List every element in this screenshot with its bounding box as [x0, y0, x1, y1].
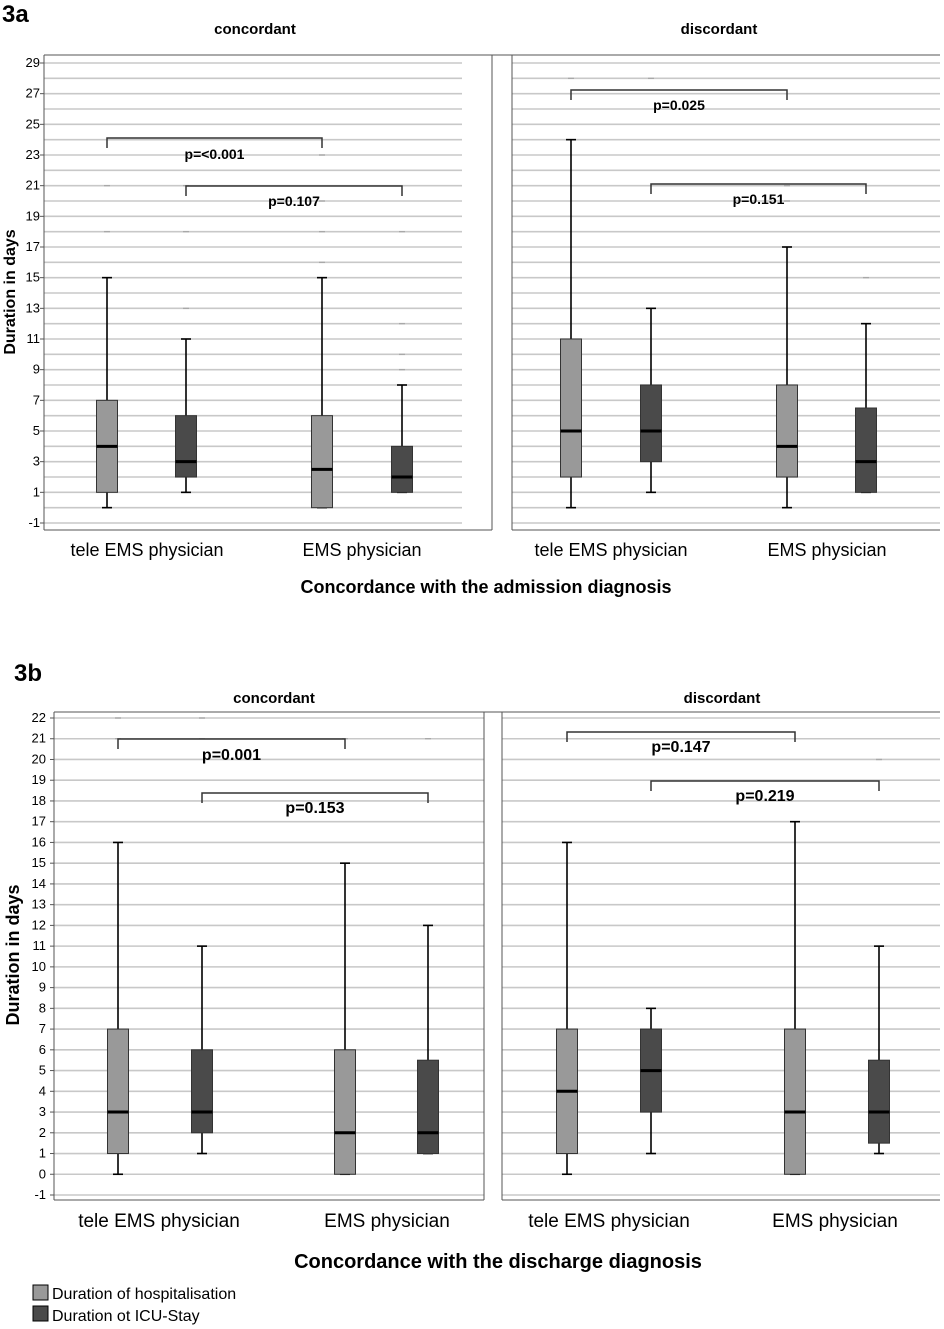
- box-3b-discordant-ems-hospitalisation: [784, 1028, 806, 1175]
- y-tick-label-3b-15: 15: [32, 855, 46, 870]
- x-axis-title-3b: Concordance with the discharge diagnosis: [294, 1251, 702, 1273]
- category-label-3b-concordant-ems: EMS physician: [324, 1211, 450, 1232]
- x-axis-title-3a: Concordance with the admission diagnosis: [300, 577, 671, 597]
- p-value-label-3a-concordant-0: p=<0.001: [185, 146, 245, 162]
- y-tick-label-3b--1: -1: [34, 1187, 46, 1202]
- significance-bracket-3b-discordant-1: [650, 780, 880, 791]
- box-3a-discordant-ems-hospitalisation: [776, 384, 798, 478]
- legend: Duration of hospitalisation Duration ot …: [32, 1284, 236, 1325]
- y-tick-label-3a-5: 5: [33, 423, 40, 438]
- box-3b-concordant-ems-icu: [417, 1059, 439, 1155]
- y-tick-label-3a-21: 21: [26, 178, 40, 193]
- y-tick-label-3a-27: 27: [26, 86, 40, 101]
- p-value-label-3b-concordant-1: p=0.153: [285, 800, 344, 817]
- y-tick-label-3b-12: 12: [32, 917, 46, 932]
- box-3a-discordant-tele-hospitalisation: [560, 338, 582, 478]
- box-3a-discordant-tele-icu: [640, 384, 662, 463]
- p-value-label-3a-concordant-1: p=0.107: [268, 193, 320, 209]
- facet-title-3a-discordant: discordant: [681, 21, 758, 38]
- p-value-label-3b-discordant-1: p=0.219: [735, 788, 794, 805]
- y-axis-title-3b: Duration in days: [3, 884, 23, 1025]
- y-tick-label-3b-9: 9: [39, 980, 46, 995]
- y-tick-label-3a-17: 17: [26, 239, 40, 254]
- p-value-label-3a-discordant-0: p=0.025: [653, 97, 705, 113]
- y-tick-label-3a-25: 25: [26, 116, 40, 131]
- y-tick-label-3b-8: 8: [39, 1000, 46, 1015]
- y-tick-label-3b-13: 13: [32, 897, 46, 912]
- significance-bracket-3a-discordant-1: [650, 183, 867, 194]
- y-tick-label-3b-7: 7: [39, 1021, 46, 1036]
- y-tick-label-3b-20: 20: [32, 751, 46, 766]
- box-3b-concordant-tele-hospitalisation: [107, 1028, 129, 1155]
- facet-title-3b-discordant: discordant: [684, 690, 761, 707]
- y-tick-label-3b-0: 0: [39, 1166, 46, 1181]
- significance-bracket-3b-concordant-1: [201, 792, 429, 803]
- box-3b-concordant-ems-hospitalisation: [334, 1049, 356, 1175]
- y-axis-title-3a: Duration in days: [2, 229, 19, 354]
- panel-label-3b: 3b: [14, 660, 42, 687]
- p-value-label-3a-discordant-1: p=0.151: [733, 191, 785, 207]
- category-label-3a-discordant-tele: tele EMS physician: [534, 540, 687, 560]
- legend-label-hospitalisation: Duration of hospitalisation: [52, 1286, 236, 1303]
- y-tick-label-3b-5: 5: [39, 1063, 46, 1078]
- y-tick-label-3b-19: 19: [32, 772, 46, 787]
- facet-title-3a-concordant: concordant: [214, 21, 296, 38]
- y-tick-label-3a-13: 13: [26, 300, 40, 315]
- y-tick-label-3a-7: 7: [33, 392, 40, 407]
- y-tick-label-3b-11: 11: [33, 938, 47, 953]
- y-tick-label-3b-10: 10: [32, 959, 46, 974]
- y-tick-label-3a-19: 19: [26, 208, 40, 223]
- category-label-3b-concordant-tele: tele EMS physician: [78, 1211, 240, 1232]
- category-label-3a-concordant-ems: EMS physician: [302, 540, 421, 560]
- p-value-label-3b-discordant-0: p=0.147: [651, 739, 710, 756]
- y-tick-label-3b-17: 17: [32, 814, 46, 829]
- significance-bracket-3a-concordant-0: [106, 137, 323, 148]
- y-tick-label-3b-21: 21: [32, 731, 46, 746]
- legend-swatch-icu: [32, 1305, 49, 1322]
- y-tick-label-3b-14: 14: [32, 876, 46, 891]
- significance-bracket-3a-discordant-0: [570, 89, 788, 100]
- p-value-label-3b-concordant-0: p=0.001: [202, 747, 261, 764]
- box-3b-concordant-tele-icu: [191, 1049, 213, 1134]
- box-3a-concordant-ems-hospitalisation: [311, 415, 333, 509]
- panel-label-3a: 3a: [2, 1, 29, 28]
- y-tick-label-3b-16: 16: [32, 834, 46, 849]
- significance-bracket-3b-discordant-0: [566, 731, 796, 742]
- box-3a-discordant-ems-icu: [855, 407, 877, 493]
- box-3a-concordant-ems-icu: [391, 445, 413, 493]
- significance-bracket-3a-concordant-1: [185, 185, 403, 196]
- significance-bracket-3b-concordant-0: [117, 738, 346, 749]
- y-tick-label-3a-9: 9: [33, 362, 40, 377]
- y-tick-label-3b-3: 3: [39, 1104, 46, 1119]
- y-tick-label-3b-4: 4: [39, 1083, 46, 1098]
- plot-layer: -11357911131517192123252729p=<0.001p=0.1…: [26, 54, 940, 1202]
- y-tick-label-3a-3: 3: [33, 454, 40, 469]
- box-3a-concordant-tele-icu: [175, 415, 197, 478]
- y-tick-label-3b-6: 6: [39, 1042, 46, 1057]
- category-label-3b-discordant-ems: EMS physician: [772, 1211, 898, 1232]
- legend-label-icu: Duration ot ICU-Stay: [52, 1308, 200, 1325]
- facet-title-3b-concordant: concordant: [233, 690, 315, 707]
- y-tick-label-3a-11: 11: [27, 331, 41, 346]
- category-label-3a-discordant-ems: EMS physician: [767, 540, 886, 560]
- y-tick-label-3b-22: 22: [32, 710, 46, 725]
- y-tick-label-3a-29: 29: [26, 55, 40, 70]
- y-tick-label-3a--1: -1: [28, 515, 40, 530]
- legend-swatch-hospitalisation: [32, 1284, 49, 1301]
- y-tick-label-3b-18: 18: [32, 793, 46, 808]
- y-tick-label-3a-15: 15: [26, 270, 40, 285]
- y-tick-label-3b-1: 1: [39, 1146, 46, 1161]
- category-label-3b-discordant-tele: tele EMS physician: [528, 1211, 690, 1232]
- box-3b-discordant-ems-icu: [868, 1059, 890, 1144]
- y-tick-label-3a-1: 1: [33, 484, 40, 499]
- y-tick-label-3a-23: 23: [26, 147, 40, 162]
- category-label-3a-concordant-tele: tele EMS physician: [70, 540, 223, 560]
- y-tick-label-3b-2: 2: [39, 1125, 46, 1140]
